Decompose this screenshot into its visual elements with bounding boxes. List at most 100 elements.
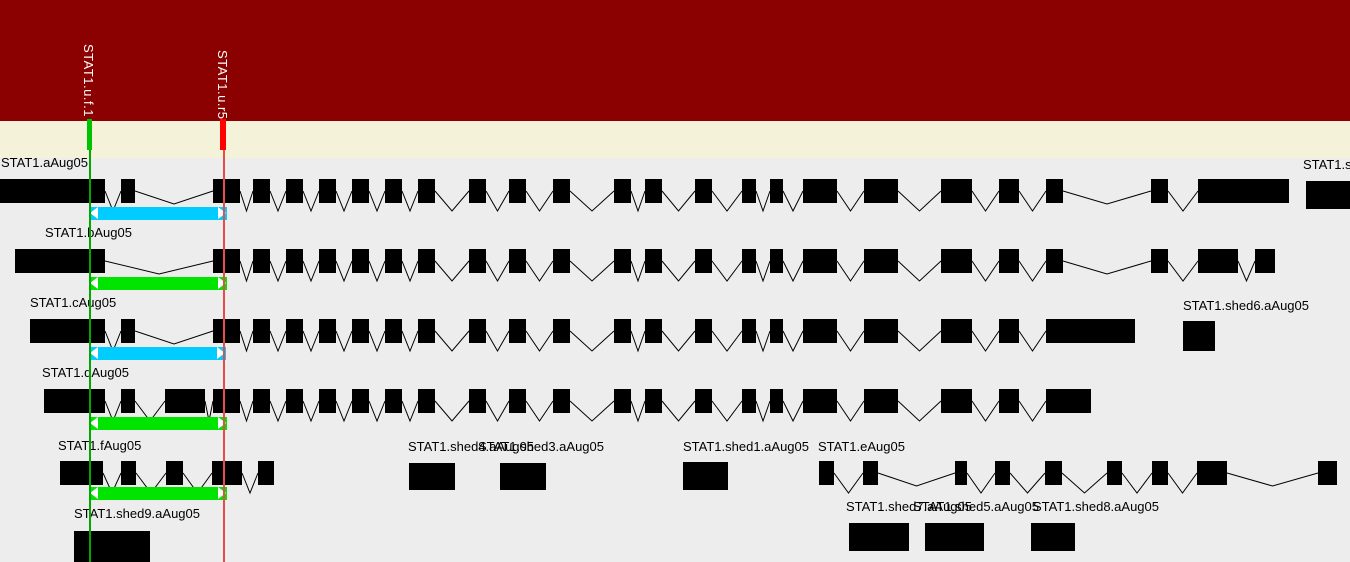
primer-marker-bar-stat1-u-r5[interactable] [220,119,226,150]
exon-block-stat1-shed4-aaug05[interactable] [409,463,455,490]
exon-block-stat1-daug05[interactable] [770,389,783,413]
exon-block-stat1-baug05[interactable] [553,249,570,273]
exon-block-stat1-caug05[interactable] [695,319,712,343]
exon-block-stat1-baug05[interactable] [614,249,631,273]
exon-block-stat1-shed7-aaug05[interactable] [849,523,909,551]
exon-block-stat1-aaug05[interactable] [1046,179,1063,203]
exon-block-stat1-caug05[interactable] [864,319,898,343]
exon-block-stat1-faug05[interactable] [60,461,103,485]
exon-block-stat1-daug05[interactable] [352,389,369,413]
exon-block-stat1-aaug05[interactable] [553,179,570,203]
exon-block-stat1-aaug05[interactable] [352,179,369,203]
exon-block-stat1-baug05[interactable] [742,249,756,273]
exon-block-stat1-shed5-aaug05[interactable] [925,523,984,551]
exon-block-stat1-caug05[interactable] [286,319,303,343]
exon-block-stat1-faug05[interactable] [212,461,242,485]
exon-block-stat1-s[interactable] [1306,181,1350,209]
exon-block-stat1-baug05[interactable] [469,249,486,273]
exon-block-stat1-daug05[interactable] [614,389,631,413]
exon-block-stat1-shed9-aaug05[interactable] [74,531,150,562]
exon-block-stat1-aaug05[interactable] [418,179,435,203]
exon-block-stat1-aaug05[interactable] [742,179,756,203]
exon-block-stat1-baug05[interactable] [15,249,105,273]
exon-block-stat1-aaug05[interactable] [385,179,402,203]
exon-block-stat1-caug05[interactable] [418,319,435,343]
exon-block-stat1-aaug05[interactable] [1198,179,1289,203]
exon-block-stat1-daug05[interactable] [121,389,135,413]
exon-block-stat1-caug05[interactable] [352,319,369,343]
exon-block-stat1-baug05[interactable] [941,249,972,273]
exon-block-stat1-eaug05[interactable] [1197,461,1227,485]
exon-block-stat1-faug05[interactable] [166,461,183,485]
exon-block-stat1-daug05[interactable] [253,389,270,413]
exon-block-stat1-daug05[interactable] [165,389,205,413]
exon-block-stat1-aaug05[interactable] [0,179,105,203]
exon-block-stat1-eaug05[interactable] [863,461,878,485]
exon-block-stat1-caug05[interactable] [803,319,837,343]
exon-block-stat1-aaug05[interactable] [319,179,336,203]
exon-block-stat1-baug05[interactable] [1255,249,1275,273]
exon-block-stat1-caug05[interactable] [213,319,240,343]
exon-block-stat1-baug05[interactable] [1046,249,1063,273]
exon-block-stat1-caug05[interactable] [30,319,105,343]
exon-block-stat1-caug05[interactable] [645,319,662,343]
exon-block-stat1-caug05[interactable] [614,319,631,343]
exon-block-stat1-daug05[interactable] [742,389,756,413]
exon-block-stat1-daug05[interactable] [645,389,662,413]
exon-block-stat1-aaug05[interactable] [614,179,631,203]
exon-block-stat1-eaug05[interactable] [1107,461,1122,485]
exon-block-stat1-eaug05[interactable] [819,461,834,485]
primer-marker-bar-stat1-u-f-1[interactable] [87,119,92,150]
exon-block-stat1-daug05[interactable] [803,389,837,413]
exon-block-stat1-aaug05[interactable] [999,179,1019,203]
amplicon-bar[interactable] [89,277,227,290]
exon-block-stat1-daug05[interactable] [319,389,336,413]
exon-block-stat1-eaug05[interactable] [1045,461,1062,485]
exon-block-stat1-caug05[interactable] [385,319,402,343]
exon-block-stat1-aaug05[interactable] [121,179,135,203]
exon-block-stat1-aaug05[interactable] [941,179,972,203]
exon-block-stat1-eaug05[interactable] [1152,461,1168,485]
exon-block-stat1-baug05[interactable] [385,249,402,273]
exon-block-stat1-aaug05[interactable] [213,179,240,203]
exon-block-stat1-daug05[interactable] [695,389,712,413]
exon-block-stat1-baug05[interactable] [509,249,526,273]
exon-block-stat1-baug05[interactable] [999,249,1019,273]
exon-block-stat1-baug05[interactable] [418,249,435,273]
exon-block-stat1-aaug05[interactable] [469,179,486,203]
exon-block-stat1-baug05[interactable] [864,249,898,273]
exon-block-stat1-daug05[interactable] [44,389,105,413]
exon-block-stat1-caug05[interactable] [941,319,972,343]
exon-block-stat1-baug05[interactable] [645,249,662,273]
exon-block-stat1-baug05[interactable] [286,249,303,273]
exon-block-stat1-baug05[interactable] [1151,249,1168,273]
exon-block-stat1-baug05[interactable] [803,249,837,273]
exon-block-stat1-baug05[interactable] [352,249,369,273]
exon-block-stat1-caug05[interactable] [469,319,486,343]
exon-block-stat1-daug05[interactable] [213,389,240,413]
exon-block-stat1-caug05[interactable] [553,319,570,343]
exon-block-stat1-aaug05[interactable] [803,179,837,203]
exon-block-stat1-caug05[interactable] [742,319,756,343]
amplicon-bar[interactable] [89,417,227,430]
exon-block-stat1-daug05[interactable] [385,389,402,413]
exon-block-stat1-faug05[interactable] [121,461,136,485]
exon-block-stat1-aaug05[interactable] [509,179,526,203]
exon-block-stat1-caug05[interactable] [121,319,135,343]
exon-block-stat1-shed6-aaug05[interactable] [1183,321,1215,351]
exon-block-stat1-daug05[interactable] [553,389,570,413]
exon-block-stat1-caug05[interactable] [770,319,783,343]
exon-block-stat1-caug05[interactable] [319,319,336,343]
exon-block-stat1-aaug05[interactable] [286,179,303,203]
exon-block-stat1-caug05[interactable] [253,319,270,343]
exon-block-stat1-shed1-aaug05[interactable] [683,462,728,490]
exon-block-stat1-baug05[interactable] [695,249,712,273]
exon-block-stat1-shed3-aaug05[interactable] [500,463,546,490]
exon-block-stat1-shed8-aaug05[interactable] [1031,523,1075,551]
exon-block-stat1-aaug05[interactable] [695,179,712,203]
exon-block-stat1-eaug05[interactable] [1318,461,1337,485]
exon-block-stat1-baug05[interactable] [1198,249,1238,273]
exon-block-stat1-caug05[interactable] [999,319,1019,343]
exon-block-stat1-caug05[interactable] [1046,319,1135,343]
exon-block-stat1-baug05[interactable] [770,249,783,273]
